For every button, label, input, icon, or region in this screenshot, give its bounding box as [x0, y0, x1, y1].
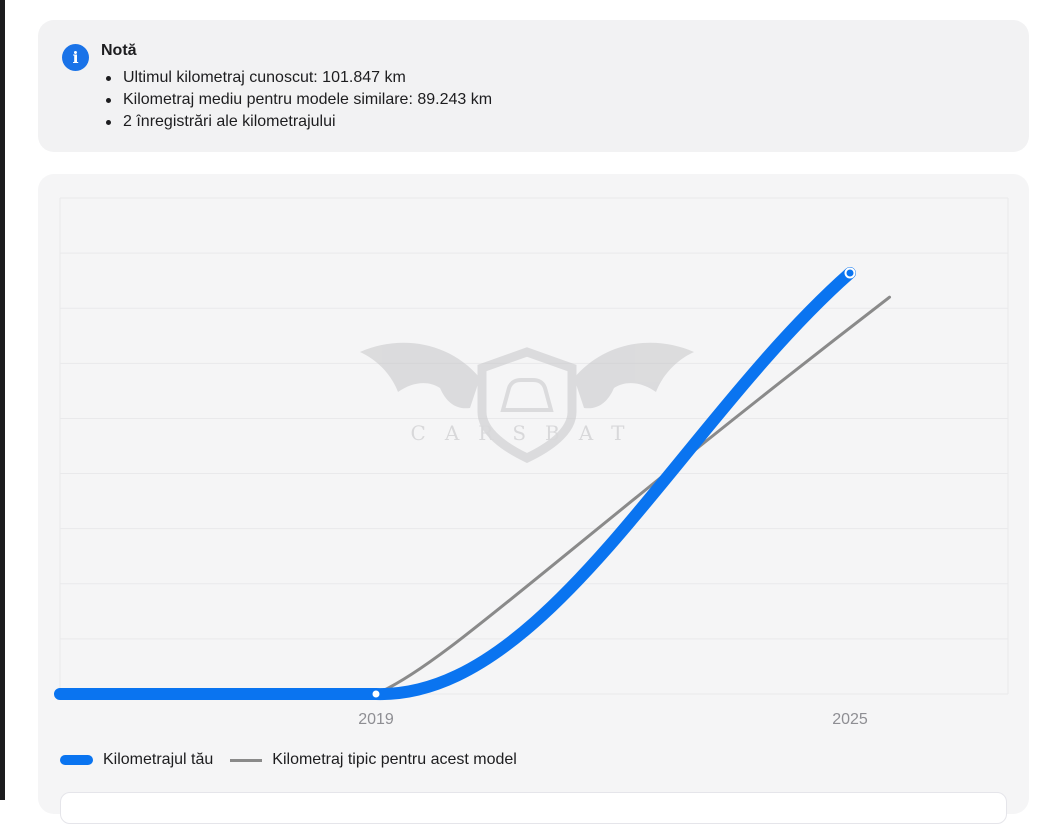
- chart-card: [38, 174, 1029, 814]
- legend-label-your-mileage: Kilometrajul tău: [103, 751, 214, 768]
- note-title: Notă: [101, 42, 137, 59]
- series-line-your-mileage: [54, 267, 856, 701]
- note-item-average-mileage: Kilometraj mediu pentru modele similare:…: [101, 89, 492, 111]
- x-tick-label: 2019: [358, 711, 394, 728]
- bottom-panel: [60, 792, 1007, 824]
- watermark-right-wing: [574, 342, 694, 409]
- mileage-chart: CARSBAT 2019 2025: [54, 197, 1009, 728]
- chart-series: [54, 267, 891, 701]
- legend-swatch-gray: [230, 758, 263, 762]
- chart-grid: [59, 197, 1009, 695]
- legend-item-your-mileage[interactable]: Kilometrajul tău: [60, 751, 213, 769]
- legend-label-typical-mileage: Kilometraj tipic pentru acest model: [272, 751, 517, 768]
- watermark-logo: CARSBAT: [360, 342, 694, 463]
- note-list: Ultimul kilometraj cunoscut: 101.847 km …: [101, 67, 492, 133]
- legend-item-typical-mileage[interactable]: Kilometraj tipic pentru acest model: [230, 751, 517, 769]
- x-tick-label: 2025: [832, 711, 868, 728]
- data-point-your-mileage: [370, 688, 382, 700]
- watermark-shield: [477, 347, 577, 463]
- series-line-typical-mileage: [374, 295, 891, 696]
- chart-legend: Kilometrajul tău Kilometraj tipic pentru…: [60, 750, 534, 770]
- info-icon: i: [62, 44, 89, 71]
- note-item-record-count: 2 înregistrări ale kilometrajului: [101, 111, 492, 133]
- window-edge: [0, 0, 5, 800]
- x-axis-ticks: 2019 2025: [358, 711, 868, 728]
- data-point-your-mileage: [844, 267, 856, 279]
- note-item-last-mileage: Ultimul kilometraj cunoscut: 101.847 km: [101, 67, 492, 89]
- watermark-left-wing: [360, 342, 480, 409]
- note-card: i Notă Ultimul kilometraj cunoscut: 101.…: [38, 20, 1029, 152]
- legend-swatch-blue: [60, 755, 93, 765]
- watermark-car: [500, 378, 554, 412]
- watermark-text: CARSBAT: [411, 421, 644, 445]
